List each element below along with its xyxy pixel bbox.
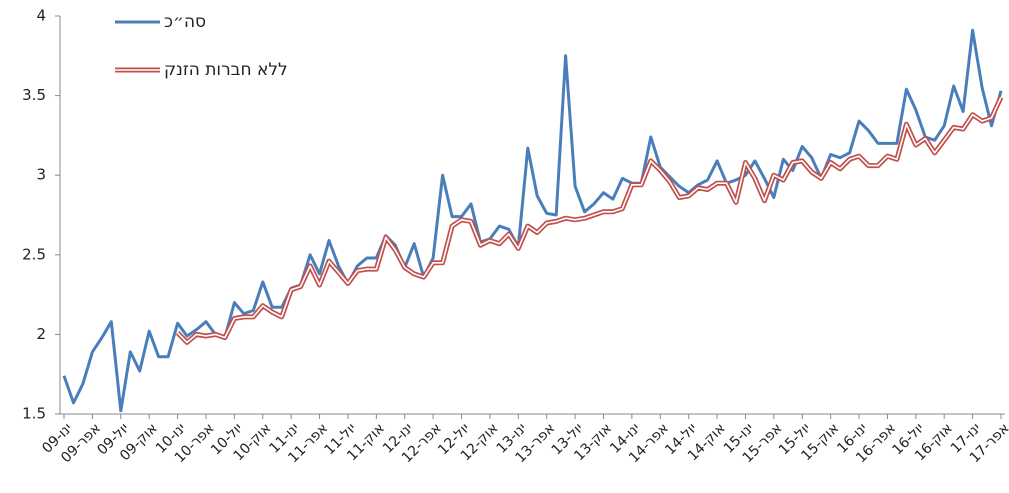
series-line bbox=[62, 28, 1003, 413]
y-tick-label: 2 bbox=[36, 325, 46, 343]
y-tick-label: 4 bbox=[36, 7, 46, 25]
legend-label: סה״כ bbox=[164, 12, 206, 32]
y-tick-label: 2.5 bbox=[22, 245, 46, 263]
y-tick-label: 1.5 bbox=[22, 405, 46, 423]
series-line-inner bbox=[177, 96, 1002, 344]
series-line bbox=[175, 96, 1004, 345]
y-tick-label: 3 bbox=[36, 166, 46, 184]
legend-label: ללא חברות הזנק bbox=[164, 60, 288, 80]
y-tick-label: 3.5 bbox=[22, 86, 46, 104]
